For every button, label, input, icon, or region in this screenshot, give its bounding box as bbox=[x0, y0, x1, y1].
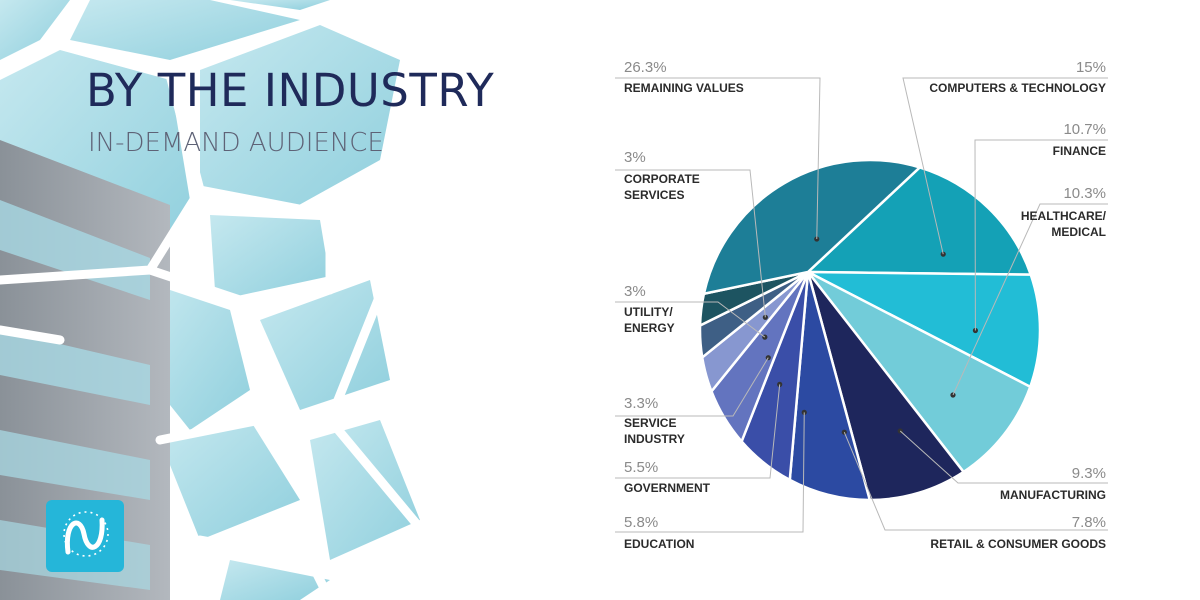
leader-dot-education bbox=[801, 409, 807, 415]
slice-percent-service-industry: 3.3% bbox=[624, 395, 658, 412]
brand-logo bbox=[46, 500, 124, 572]
slice-percent-education: 5.8% bbox=[624, 514, 658, 531]
slice-label-corporate-services: CORPORATE SERVICES bbox=[624, 172, 700, 202]
leader-line-education bbox=[615, 412, 805, 533]
slice-label-line: EDUCATION bbox=[624, 537, 694, 551]
slice-percent-government: 5.5% bbox=[624, 459, 658, 476]
pie-slices bbox=[698, 158, 1042, 502]
slice-label-finance: FINANCE bbox=[1053, 144, 1106, 158]
slice-label-line: CORPORATE bbox=[624, 172, 700, 186]
slice-label-line: RETAIL & CONSUMER GOODS bbox=[930, 537, 1106, 551]
slice-label-education: EDUCATION bbox=[624, 537, 694, 551]
slice-label-line: REMAINING VALUES bbox=[624, 81, 744, 95]
slice-label-line: ENERGY bbox=[624, 321, 675, 335]
leader-lines bbox=[615, 77, 1108, 533]
slice-label-manufacturing: MANUFACTURING bbox=[1000, 488, 1106, 502]
slice-labels: 15% COMPUTERS & TECHNOLOGY 10.7% FINANCE 10.… bbox=[624, 59, 1107, 551]
leader-line-corporate-services bbox=[615, 169, 766, 318]
slice-label-line: UTILITY/ bbox=[624, 305, 673, 319]
slice-label-healthcare-medical: HEALTHCARE/MEDICAL bbox=[1021, 209, 1107, 239]
slice-percent-manufacturing: 9.3% bbox=[1072, 465, 1106, 482]
pie-slice-healthcare-medical bbox=[806, 270, 1032, 474]
leader-dot-service-industry bbox=[765, 355, 771, 361]
slice-label-line: MEDICAL bbox=[1051, 225, 1106, 239]
slice-label-service-industry: SERVICE INDUSTRY bbox=[624, 416, 685, 446]
slice-percent-corporate-services: 3% bbox=[624, 149, 646, 166]
slice-label-line: FINANCE bbox=[1053, 144, 1106, 158]
slice-label-line: INDUSTRY bbox=[624, 432, 685, 446]
leader-line-utility-energy bbox=[615, 301, 766, 338]
slice-percent-healthcare-medical: 10.3% bbox=[1063, 185, 1106, 202]
pie-slice-manufacturing bbox=[806, 270, 965, 502]
slice-percent-remaining-values: 26.3% bbox=[624, 59, 667, 76]
leader-dot-government bbox=[777, 381, 783, 387]
white-cracks bbox=[0, 10, 435, 600]
slice-label-government: GOVERNMENT bbox=[624, 481, 711, 495]
slice-label-line: COMPUTERS & TECHNOLOGY bbox=[929, 81, 1106, 95]
slice-percent-finance: 10.7% bbox=[1063, 121, 1106, 138]
leader-line-computers-technology bbox=[902, 77, 1108, 255]
slice-label-line: SERVICE bbox=[624, 416, 676, 430]
leader-line-retail-consumer-goods bbox=[843, 432, 1108, 531]
slice-label-computers-technology: COMPUTERS & TECHNOLOGY bbox=[929, 81, 1106, 95]
leader-line-service-industry bbox=[615, 357, 769, 417]
page-title: BY THE INDUSTRY bbox=[86, 64, 495, 117]
pie-slice-remaining-values bbox=[702, 158, 921, 295]
leader-line-manufacturing bbox=[899, 430, 1108, 484]
slice-label-line: GOVERNMENT bbox=[624, 481, 711, 495]
logo-mark-icon bbox=[63, 511, 109, 557]
leader-line-finance bbox=[974, 139, 1108, 331]
slice-label-line: SERVICES bbox=[624, 188, 684, 202]
background-art bbox=[0, 0, 435, 600]
leader-line-government bbox=[615, 384, 781, 479]
leader-line-remaining-values bbox=[615, 77, 821, 240]
slice-percent-computers-technology: 15% bbox=[1076, 59, 1106, 76]
slice-label-retail-consumer-goods: RETAIL & CONSUMER GOODS bbox=[930, 537, 1106, 551]
slice-label-utility-energy: UTILITY/ENERGY bbox=[624, 305, 675, 335]
leader-line-healthcare-medical bbox=[952, 203, 1108, 396]
slice-label-line: HEALTHCARE/ bbox=[1021, 209, 1107, 223]
page-subtitle: IN-DEMAND AUDIENCE bbox=[88, 128, 384, 158]
slice-label-remaining-values: REMAINING VALUES bbox=[624, 81, 744, 95]
slice-label-line: MANUFACTURING bbox=[1000, 488, 1106, 502]
leader-dot-computers-technology bbox=[940, 251, 946, 257]
slice-percent-retail-consumer-goods: 7.8% bbox=[1072, 514, 1106, 531]
slice-percent-utility-energy: 3% bbox=[624, 283, 646, 300]
